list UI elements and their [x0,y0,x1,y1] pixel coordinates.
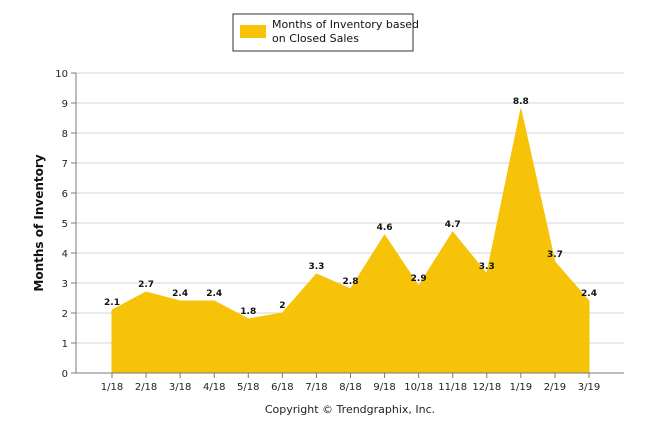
y-tick-label: 0 [62,369,68,380]
x-tick-label: 1/18 [101,382,123,393]
data-label: 3.3 [479,262,495,272]
x-tick-label: 12/18 [472,382,501,393]
x-tick-label: 10/18 [404,382,433,393]
y-tick-label: 6 [62,189,68,200]
data-label: 3.3 [308,262,324,272]
legend: Months of Inventory based on Closed Sale… [232,13,419,52]
data-label: 1.8 [240,307,256,317]
x-tick-label: 2/19 [544,382,566,393]
y-tick-label: 4 [62,249,68,260]
x-tick-labels: 1/18 2/18 3/18 4/18 5/18 6/18 7/18 8/18 9/18 10/1… [101,382,600,393]
series-area [111,108,590,374]
data-label: 2.8 [343,277,359,287]
legend-label-line1: Months of Inventory based [272,18,419,31]
x-tick-label: 9/18 [373,382,395,393]
y-tick-label: 2 [62,309,68,320]
y-tick-labels: 0 1 2 3 4 5 6 7 8 9 10 [55,69,68,380]
y-tick-label: 8 [62,129,68,140]
y-tick-label: 10 [55,69,68,80]
data-label: 2.4 [206,289,222,299]
x-tick-label: 4/18 [203,382,225,393]
data-label: 2.4 [172,289,188,299]
x-tick-label: 2/18 [135,382,157,393]
x-tick-label: 7/18 [305,382,327,393]
y-axis-title: Months of Inventory [32,154,46,291]
data-label: 2.9 [411,274,427,284]
y-tick-label: 9 [62,99,68,110]
x-tick-label: 3/18 [169,382,191,393]
data-label: 2.7 [138,280,154,290]
y-tick-label: 5 [62,219,68,230]
data-labels: 2.1 2.7 2.4 2.4 1.8 2 3.3 2.8 4.6 2.9 4.7 3.3 8.8 3.7… [104,97,597,317]
data-label: 8.8 [513,97,529,107]
y-tick-label: 1 [62,339,68,350]
data-label: 2 [279,301,285,311]
x-tick-label: 3/19 [578,382,600,393]
data-label: 2.1 [104,298,120,308]
x-tick-label: 5/18 [237,382,259,393]
copyright-credit: Copyright © Trendgraphix, Inc. [265,403,435,416]
data-label: 4.6 [377,223,393,233]
axes [71,72,624,378]
x-tick-label: 6/18 [271,382,293,393]
x-tick-label: 1/19 [510,382,532,393]
data-label: 3.7 [547,250,563,260]
data-label: 2.4 [581,289,597,299]
legend-label-line2: on Closed Sales [272,32,359,45]
legend-swatch [240,25,266,38]
x-tick-label: 8/18 [339,382,361,393]
data-label: 4.7 [445,220,461,230]
x-tick-label: 11/18 [438,382,467,393]
y-tick-label: 7 [62,159,68,170]
y-tick-label: 3 [62,279,68,290]
